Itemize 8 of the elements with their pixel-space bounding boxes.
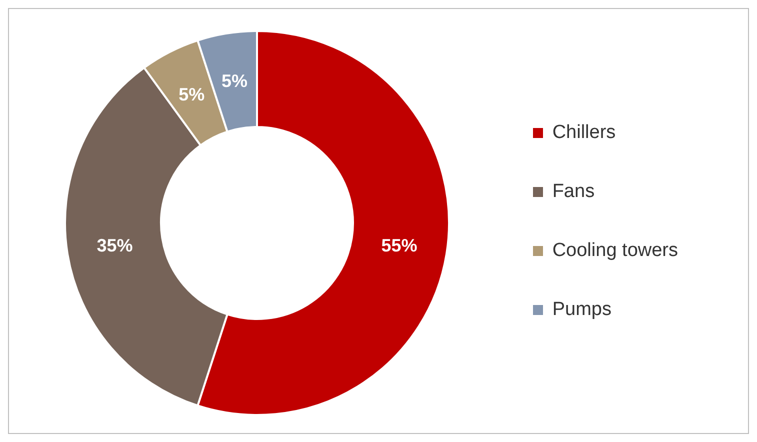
legend-label: Cooling towers (552, 240, 678, 262)
legend-label: Chillers (552, 122, 616, 144)
legend-label: Fans (552, 180, 595, 202)
data-label: 5% (178, 84, 205, 105)
data-label: 35% (96, 236, 133, 256)
data-label: 5% (221, 70, 248, 91)
legend-label: Pumps (552, 298, 612, 320)
data-label: 55% (381, 236, 418, 256)
